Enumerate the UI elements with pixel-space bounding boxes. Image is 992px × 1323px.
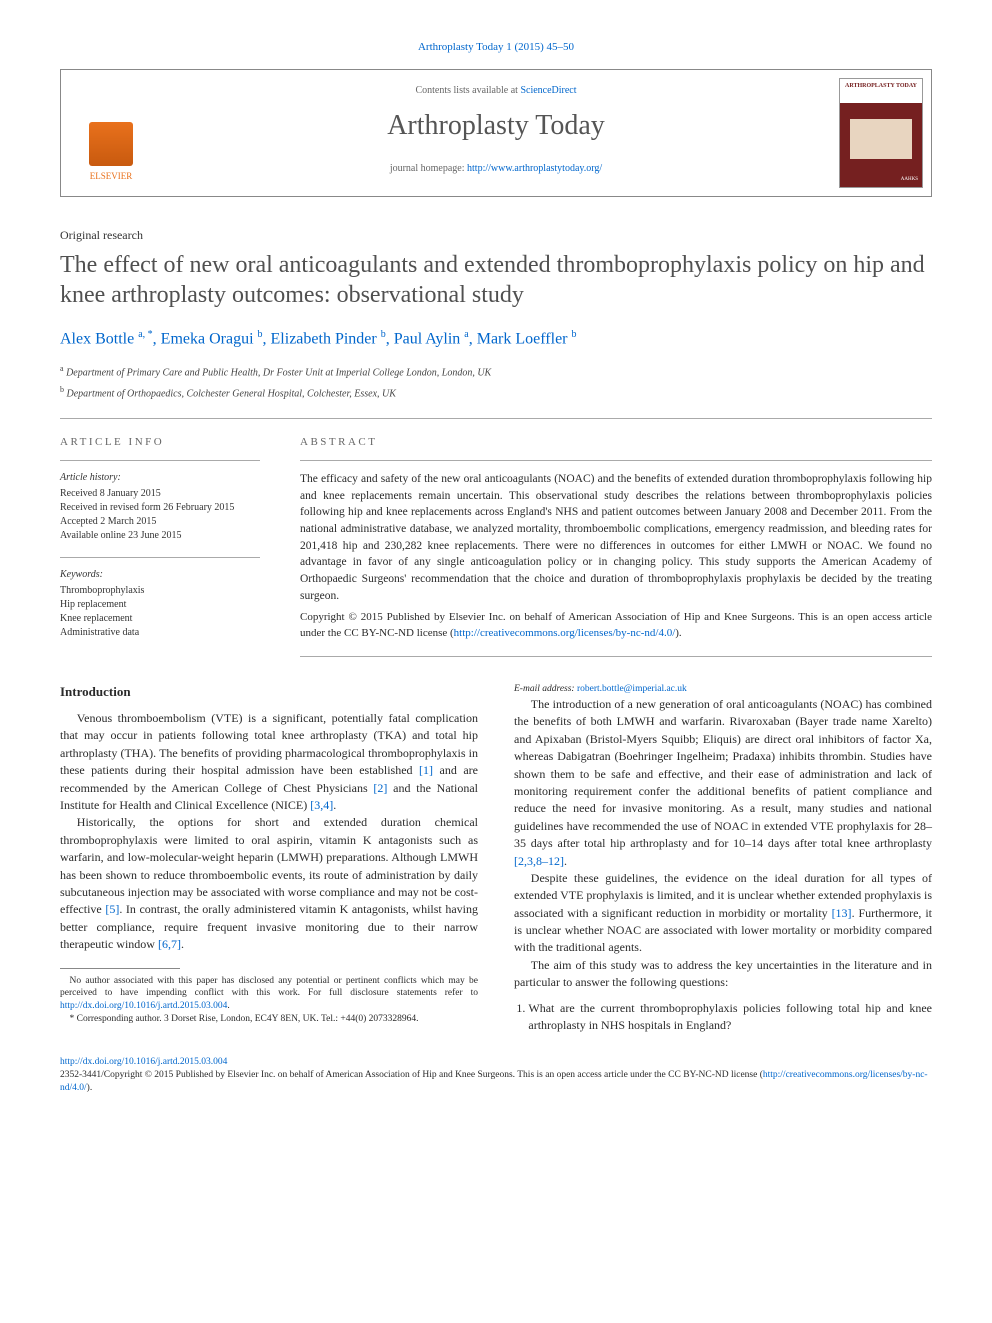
introduction-heading: Introduction: [60, 683, 478, 702]
disclosure-doi-link[interactable]: http://dx.doi.org/10.1016/j.artd.2015.03…: [60, 1001, 227, 1011]
citation-ref[interactable]: [5]: [105, 902, 119, 916]
license-link[interactable]: http://creativecommons.org/licenses/by-n…: [454, 627, 676, 639]
affiliation-line: b Department of Orthopaedics, Colchester…: [60, 384, 932, 401]
article-info-column: ARTICLE INFO Article history: Received 8…: [60, 435, 260, 658]
cover-society-logo: AAHKS: [901, 176, 918, 183]
header-center: Contents lists available at ScienceDirec…: [161, 70, 831, 196]
author-list: Alex Bottle a, *, Emeka Oragui b, Elizab…: [60, 328, 932, 351]
abstract-text: The efficacy and safety of the new oral …: [300, 471, 932, 642]
contents-prefix: Contents lists available at: [415, 85, 520, 96]
disclosure-footnote: No author associated with this paper has…: [60, 975, 478, 1013]
copyright-close: ).: [675, 627, 681, 639]
homepage-line: journal homepage: http://www.arthroplast…: [171, 162, 821, 176]
citation-ref[interactable]: [2]: [373, 781, 387, 795]
citation-ref[interactable]: [6,7]: [158, 937, 181, 951]
journal-header-box: ELSEVIER Contents lists available at Sci…: [60, 69, 932, 197]
contents-available-line: Contents lists available at ScienceDirec…: [171, 84, 821, 98]
sciencedirect-link[interactable]: ScienceDirect: [520, 85, 576, 96]
research-questions-list: What are the current thromboprophylaxis …: [528, 1000, 932, 1035]
cover-image-area: [850, 119, 912, 159]
divider: [300, 656, 932, 657]
article-type: Original research: [60, 227, 932, 244]
footnote-separator: [60, 968, 180, 969]
info-abstract-row: ARTICLE INFO Article history: Received 8…: [60, 435, 932, 658]
cover-thumbnail-cell: ARTHROPLASTY TODAY AAHKS: [831, 70, 931, 196]
affiliation-line: a Department of Primary Care and Public …: [60, 363, 932, 380]
article-info-label: ARTICLE INFO: [60, 435, 260, 450]
journal-cover-thumbnail: ARTHROPLASTY TODAY AAHKS: [839, 78, 923, 188]
history-line: Received in revised form 26 February 201…: [60, 501, 260, 515]
keywords-block: Keywords: ThromboprophylaxisHip replacem…: [60, 568, 260, 640]
history-line: Received 8 January 2015: [60, 487, 260, 501]
cover-title-band: ARTHROPLASTY TODAY: [840, 79, 922, 103]
elsevier-tree-icon: [89, 122, 133, 166]
homepage-link[interactable]: http://www.arthroplastytoday.org/: [467, 163, 602, 174]
corresponding-author-footnote: * Corresponding author. 3 Dorset Rise, L…: [60, 1013, 478, 1026]
citation-ref[interactable]: [2,3,8–12]: [514, 854, 564, 868]
body-paragraph: The introduction of a new generation of …: [514, 696, 932, 870]
doi-link[interactable]: http://dx.doi.org/10.1016/j.artd.2015.03…: [60, 1057, 227, 1067]
keyword-item: Hip replacement: [60, 598, 260, 612]
citation-ref[interactable]: [1]: [419, 763, 433, 777]
article-title: The effect of new oral anticoagulants an…: [60, 250, 932, 310]
history-line: Accepted 2 March 2015: [60, 515, 260, 529]
homepage-prefix: journal homepage:: [390, 163, 467, 174]
divider: [300, 460, 932, 461]
keyword-item: Knee replacement: [60, 612, 260, 626]
divider: [60, 418, 932, 419]
abstract-body: The efficacy and safety of the new oral …: [300, 473, 932, 602]
citation-ref[interactable]: [13]: [832, 906, 852, 920]
page-footer-block: http://dx.doi.org/10.1016/j.artd.2015.03…: [60, 1056, 932, 1094]
abstract-column: ABSTRACT The efficacy and safety of the …: [300, 435, 932, 658]
email-footnote: E-mail address: robert.bottle@imperial.a…: [514, 683, 932, 696]
history-line: Available online 23 June 2015: [60, 529, 260, 543]
body-paragraph: Historically, the options for short and …: [60, 814, 478, 953]
body-paragraph: The aim of this study was to address the…: [514, 957, 932, 992]
abstract-copyright: Copyright © 2015 Published by Elsevier I…: [300, 610, 932, 642]
issn-copyright-line: 2352-3441/Copyright © 2015 Published by …: [60, 1069, 932, 1095]
research-question-item: What are the current thromboprophylaxis …: [528, 1000, 932, 1035]
citation-ref[interactable]: [3,4]: [310, 798, 333, 812]
body-paragraph: Venous thromboembolism (VTE) is a signif…: [60, 710, 478, 814]
divider: [60, 460, 260, 461]
history-label: Article history:: [60, 471, 260, 485]
abstract-label: ABSTRACT: [300, 435, 932, 450]
keywords-label: Keywords:: [60, 568, 260, 582]
body-paragraph: Despite these guidelines, the evidence o…: [514, 870, 932, 957]
email-link[interactable]: robert.bottle@imperial.ac.uk: [577, 684, 687, 694]
article-history-block: Article history: Received 8 January 2015…: [60, 471, 260, 543]
keyword-item: Administrative data: [60, 626, 260, 640]
elsevier-logo: ELSEVIER: [89, 122, 133, 183]
journal-name: Arthroplasty Today: [171, 106, 821, 145]
divider: [60, 557, 260, 558]
article-body: Introduction Venous thromboembolism (VTE…: [60, 683, 932, 1034]
running-head-citation: Arthroplasty Today 1 (2015) 45–50: [60, 40, 932, 55]
keyword-item: Thromboprophylaxis: [60, 584, 260, 598]
publisher-name: ELSEVIER: [90, 171, 133, 181]
publisher-logo-cell: ELSEVIER: [61, 70, 161, 196]
